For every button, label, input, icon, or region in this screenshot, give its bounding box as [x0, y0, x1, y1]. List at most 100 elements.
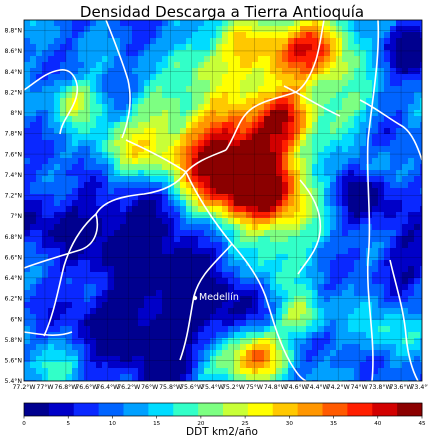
heat-cell	[246, 152, 253, 159]
heat-cell	[36, 212, 43, 219]
heat-cell	[114, 38, 121, 45]
heat-cell	[282, 368, 289, 375]
heat-cell	[132, 332, 139, 339]
heat-cell	[162, 248, 169, 255]
heat-cell	[234, 164, 241, 171]
heat-cell	[216, 290, 223, 297]
heat-cell	[384, 284, 391, 291]
heat-cell	[192, 62, 199, 69]
heat-cell	[378, 104, 385, 111]
heat-cell	[90, 242, 97, 249]
heat-cell	[36, 152, 43, 159]
heat-cell	[204, 110, 211, 117]
heat-cell	[114, 362, 121, 369]
heat-cell	[240, 344, 247, 351]
heat-cell	[336, 266, 343, 273]
heat-cell	[54, 134, 61, 141]
heat-cell	[378, 278, 385, 285]
colorbar-tick-label: 30	[286, 421, 294, 427]
heat-cell	[252, 170, 259, 177]
heat-cell	[336, 296, 343, 303]
heat-cell	[132, 290, 139, 297]
heat-cell	[282, 98, 289, 105]
heat-cell	[360, 200, 367, 207]
heat-cell	[264, 140, 271, 147]
heat-cell	[180, 200, 187, 207]
heat-cell	[216, 242, 223, 249]
heat-cell	[420, 146, 422, 153]
heat-cell	[102, 50, 109, 57]
heat-cell	[180, 290, 187, 297]
heat-cell	[234, 116, 241, 123]
heat-cell	[390, 356, 397, 363]
heat-cell	[126, 164, 133, 171]
heat-cell	[36, 104, 43, 111]
heat-cell	[156, 182, 163, 189]
heat-cell	[162, 152, 169, 159]
heat-cell	[186, 212, 193, 219]
heat-cell	[120, 374, 127, 381]
heat-cell	[72, 20, 79, 27]
heat-cell	[342, 242, 349, 249]
heat-cell	[30, 272, 37, 279]
heat-cell	[192, 344, 199, 351]
heat-cell	[342, 308, 349, 315]
heat-cell	[162, 20, 169, 27]
heat-cell	[270, 182, 277, 189]
heat-cell	[198, 368, 205, 375]
heat-cell	[168, 80, 175, 87]
heat-cell	[102, 104, 109, 111]
heat-cell	[198, 62, 205, 69]
heat-cell	[360, 158, 367, 165]
heat-cell	[330, 98, 337, 105]
heat-cell	[228, 224, 235, 231]
heat-cell	[36, 314, 43, 321]
heat-cell	[84, 134, 91, 141]
heat-cell	[348, 158, 355, 165]
heat-cell	[144, 62, 151, 69]
heat-cell	[150, 122, 157, 129]
heat-cell	[384, 38, 391, 45]
heat-cell	[66, 62, 73, 69]
heat-cell	[294, 296, 301, 303]
heat-cell	[144, 158, 151, 165]
heat-cell	[108, 278, 115, 285]
heat-cell	[132, 362, 139, 369]
heat-cell	[330, 86, 337, 93]
heat-cell	[60, 368, 67, 375]
heat-cell	[114, 266, 121, 273]
heat-cell	[318, 206, 325, 213]
heat-cell	[60, 356, 67, 363]
heat-cell	[408, 68, 415, 75]
heat-cell	[264, 362, 271, 369]
heat-cell	[78, 56, 85, 63]
heat-cell	[84, 284, 91, 291]
heat-cell	[300, 314, 307, 321]
heat-cell	[234, 236, 241, 243]
heat-cell	[66, 200, 73, 207]
heat-cell	[174, 194, 181, 201]
heat-cell	[54, 62, 61, 69]
heat-cell	[168, 224, 175, 231]
heat-cell	[90, 44, 97, 51]
heat-cell	[336, 92, 343, 99]
heat-cell	[252, 68, 259, 75]
heat-cell	[384, 152, 391, 159]
heat-cell	[396, 356, 403, 363]
heat-cell	[132, 80, 139, 87]
heat-cell	[162, 362, 169, 369]
heat-cell	[228, 248, 235, 255]
heat-cell	[336, 176, 343, 183]
heat-cell	[252, 230, 259, 237]
heat-cell	[132, 134, 139, 141]
heat-cell	[360, 188, 367, 195]
heat-cell	[78, 188, 85, 195]
heat-cell	[162, 26, 169, 33]
heat-cell	[48, 362, 55, 369]
heat-cell	[42, 170, 49, 177]
heat-cell	[414, 212, 421, 219]
heat-cell	[54, 344, 61, 351]
heat-cell	[396, 272, 403, 279]
heat-cell	[258, 236, 265, 243]
heat-cell	[360, 146, 367, 153]
